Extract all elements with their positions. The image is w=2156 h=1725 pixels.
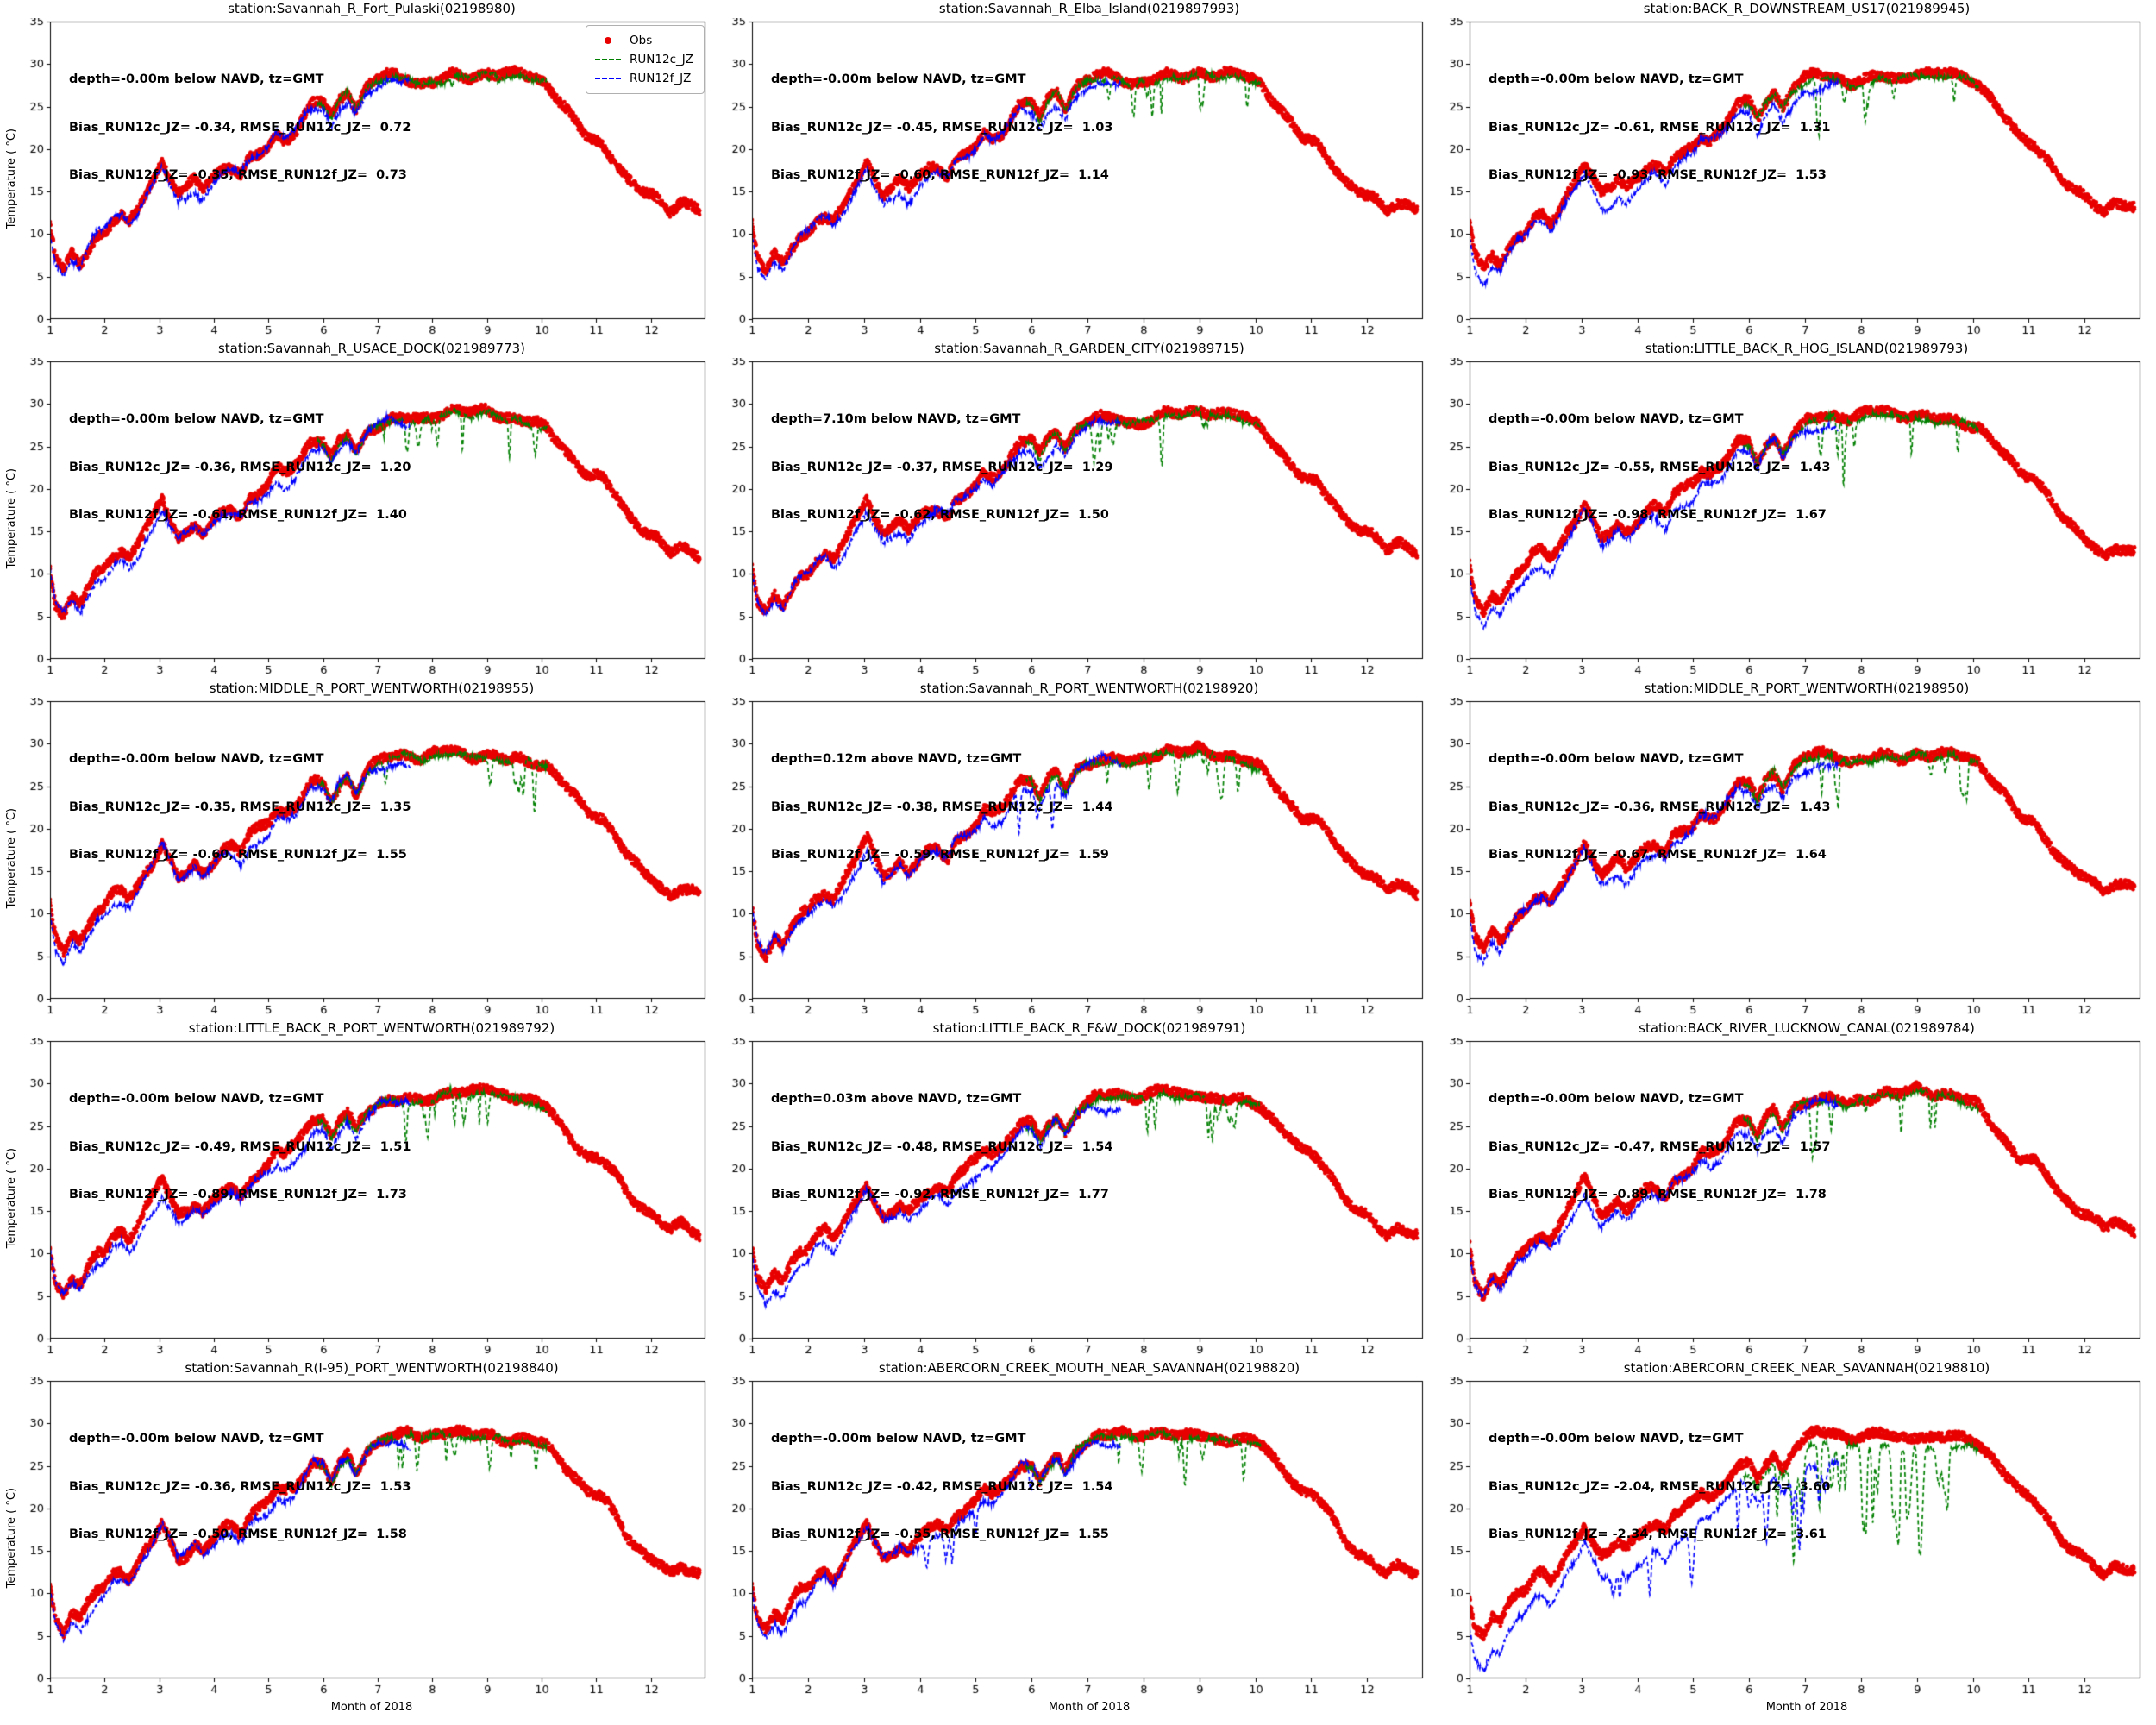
plot-canvas [721, 1377, 1428, 1699]
subplot-title: station:ABERCORN_CREEK_NEAR_SAVANNAH(021… [1623, 1360, 1990, 1376]
subplot: station:Savannah_R_USACE_DOCK(021989773)… [3, 340, 711, 680]
plot-canvas [721, 358, 1428, 680]
subplot-title: station:Savannah_R_USACE_DOCK(021989773) [217, 341, 526, 356]
subplot: station:BACK_RIVER_LUCKNOW_CANAL(0219897… [1438, 1019, 2146, 1359]
run12c-dash-icon [595, 59, 622, 60]
subplot: station:Savannah_R_PORT_WENTWORTH(021989… [721, 680, 1428, 1019]
subplot: station:ABERCORN_CREEK_MOUTH_NEAR_SAVANN… [721, 1359, 1428, 1718]
y-axis-label: Temperature ( °C) [4, 468, 18, 569]
subplot-title: station:LITTLE_BACK_R_HOG_ISLAND(0219897… [1645, 341, 1969, 356]
plot-area: depth=-0.00m below NAVD, tz=GMT Bias_RUN… [721, 1377, 1428, 1699]
legend-entry-obs: Obs [595, 31, 693, 50]
subplot: station:LITTLE_BACK_R_PORT_WENTWORTH(021… [3, 1019, 711, 1359]
subplot: station:BACK_R_DOWNSTREAM_US17(021989945… [1438, 0, 2146, 340]
y-axis-label: Temperature ( °C) [4, 1148, 18, 1249]
y-axis-label-wrap: Temperature ( °C) [3, 698, 19, 1019]
subplot-title: station:BACK_R_DOWNSTREAM_US17(021989945… [1643, 1, 1971, 16]
subplot-title: station:LITTLE_BACK_R_F&W_DOCK(021989791… [932, 1020, 1246, 1036]
subplot: station:LITTLE_BACK_R_F&W_DOCK(021989791… [721, 1019, 1428, 1359]
plot-canvas [1438, 698, 2146, 1019]
y-axis-label: Temperature ( °C) [4, 808, 18, 909]
subplot: station:Savannah_R_Fort_Pulaski(02198980… [3, 0, 711, 340]
y-axis-label: Temperature ( °C) [4, 1488, 18, 1589]
plot-canvas [19, 698, 711, 1019]
plot-canvas [721, 18, 1428, 340]
subplot-title: station:Savannah_R_Fort_Pulaski(02198980… [228, 1, 516, 16]
plot-area: depth=-0.00m below NAVD, tz=GMT Bias_RUN… [19, 358, 711, 680]
subplot: station:Savannah_R_Elba_Island(021989799… [721, 0, 1428, 340]
legend-entry-run12f: RUN12f_JZ [595, 69, 693, 88]
legend-entry-run12c: RUN12c_JZ [595, 50, 693, 69]
legend-run12f-label: RUN12f_JZ [630, 72, 692, 85]
plot-canvas [721, 698, 1428, 1019]
subplot: station:LITTLE_BACK_R_HOG_ISLAND(0219897… [1438, 340, 2146, 680]
plot-canvas [1438, 358, 2146, 680]
plot-canvas [721, 1038, 1428, 1359]
subplot: station:MIDDLE_R_PORT_WENTWORTH(02198950… [1438, 680, 2146, 1019]
legend: Obs RUN12c_JZ RUN12f_JZ [586, 25, 705, 94]
plot-area: depth=-0.00m below NAVD, tz=GMT Bias_RUN… [1438, 1038, 2146, 1359]
y-axis-label-wrap: Temperature ( °C) [3, 1038, 19, 1359]
subplot-title: station:ABERCORN_CREEK_MOUTH_NEAR_SAVANN… [878, 1360, 1300, 1376]
plot-canvas [1438, 1377, 2146, 1699]
plot-canvas [19, 1038, 711, 1359]
y-axis-label: Temperature ( °C) [4, 129, 18, 229]
y-axis-label-wrap: Temperature ( °C) [3, 1377, 19, 1699]
subplot: station:ABERCORN_CREEK_NEAR_SAVANNAH(021… [1438, 1359, 2146, 1718]
legend-run12c-label: RUN12c_JZ [630, 53, 693, 66]
x-axis-label: Month of 2018 [330, 1701, 413, 1714]
subplot-title: station:Savannah_R_Elba_Island(021989799… [938, 1, 1240, 16]
plot-area: depth=-0.00m below NAVD, tz=GMT Bias_RUN… [721, 18, 1428, 340]
plot-area: depth=0.12m above NAVD, tz=GMT Bias_RUN1… [721, 698, 1428, 1019]
plot-area: depth=-0.00m below NAVD, tz=GMT Bias_RUN… [19, 1377, 711, 1699]
subplot-title: station:MIDDLE_R_PORT_WENTWORTH(02198955… [209, 681, 535, 696]
subplot-title: station:BACK_RIVER_LUCKNOW_CANAL(0219897… [1639, 1020, 1975, 1036]
plot-area: depth=-0.00m below NAVD, tz=GMT Bias_RUN… [1438, 358, 2146, 680]
plot-area: depth=0.03m above NAVD, tz=GMT Bias_RUN1… [721, 1038, 1428, 1359]
plot-canvas [1438, 1038, 2146, 1359]
subplot-title: station:LITTLE_BACK_R_PORT_WENTWORTH(021… [188, 1020, 555, 1036]
legend-obs-label: Obs [630, 34, 653, 47]
y-axis-label-wrap: Temperature ( °C) [3, 358, 19, 680]
run12f-dash-icon [595, 78, 622, 79]
subplot: station:Savannah_R(I-95)_PORT_WENTWORTH(… [3, 1359, 711, 1718]
y-axis-label-wrap: Temperature ( °C) [3, 18, 19, 340]
plot-area: depth=-0.00m below NAVD, tz=GMT Bias_RUN… [19, 1038, 711, 1359]
x-axis-label: Month of 2018 [1048, 1701, 1131, 1714]
plot-area: depth=-0.00m below NAVD, tz=GMT Bias_RUN… [1438, 18, 2146, 340]
subplot: station:Savannah_R_GARDEN_CITY(021989715… [721, 340, 1428, 680]
subplot-title: station:Savannah_R(I-95)_PORT_WENTWORTH(… [185, 1360, 559, 1376]
plot-area: depth=-0.00m below NAVD, tz=GMT Bias_RUN… [1438, 1377, 2146, 1699]
obs-marker-icon [595, 37, 621, 44]
plot-canvas [19, 358, 711, 680]
plot-area: depth=-0.00m below NAVD, tz=GMT Bias_RUN… [19, 18, 711, 340]
plot-canvas [19, 1377, 711, 1699]
plot-area: depth=-0.00m below NAVD, tz=GMT Bias_RUN… [1438, 698, 2146, 1019]
x-axis-label: Month of 2018 [1765, 1701, 1848, 1714]
subplot-title: station:Savannah_R_GARDEN_CITY(021989715… [934, 341, 1244, 356]
plot-area: depth=-0.00m below NAVD, tz=GMT Bias_RUN… [19, 698, 711, 1019]
plot-canvas [1438, 18, 2146, 340]
subplot: station:MIDDLE_R_PORT_WENTWORTH(02198955… [3, 680, 711, 1019]
subplot-title: station:MIDDLE_R_PORT_WENTWORTH(02198950… [1644, 681, 1970, 696]
plot-area: depth=7.10m below NAVD, tz=GMT Bias_RUN1… [721, 358, 1428, 680]
subplot-title: station:Savannah_R_PORT_WENTWORTH(021989… [919, 681, 1259, 696]
